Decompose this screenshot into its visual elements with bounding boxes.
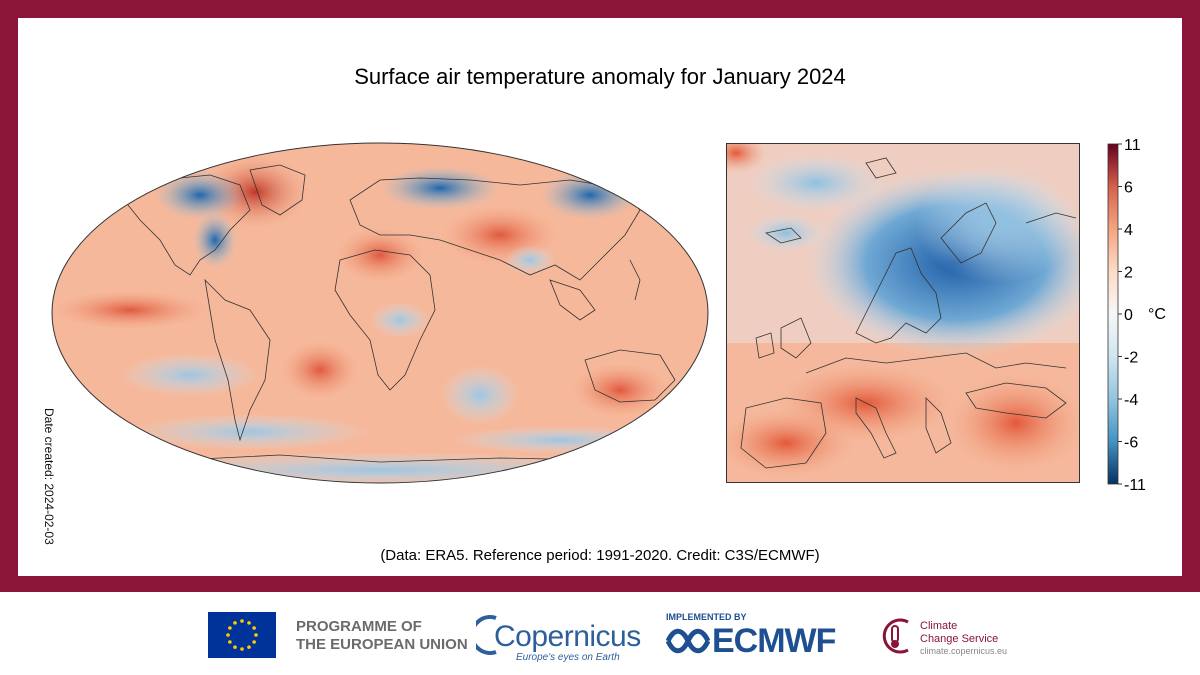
eu-star-icon (247, 621, 251, 625)
eu-star-icon (228, 640, 232, 644)
colorbar: 11 6 4 2 0 -2 -4 -6 -11 °C (1107, 137, 1166, 494)
date-created: Date created: 2024-02-03 (42, 408, 56, 545)
colorbar-tick-label: -2 (1124, 350, 1138, 367)
eu-star-icon (233, 621, 237, 625)
colorbar-tick-label: 4 (1124, 222, 1133, 239)
c3s-name-line-2: Change Service (920, 633, 999, 645)
implemented-by-label: IMPLEMENTED BY (666, 612, 747, 622)
c3s-logo-icon (882, 618, 909, 654)
eu-star-icon (247, 645, 251, 649)
eu-star-icon (226, 633, 230, 637)
data-credit: (Data: ERA5. Reference period: 1991-2020… (380, 547, 820, 564)
eu-programme-line-1: PROGRAMME OF (296, 618, 422, 635)
map-title: Surface air temperature anomaly for Janu… (354, 64, 846, 89)
colorbar-tick-label: -6 (1124, 435, 1138, 452)
footer (0, 592, 1200, 675)
colorbar-tick-label: 11 (1124, 137, 1141, 154)
europe-map (726, 143, 1080, 483)
eu-star-icon (252, 640, 256, 644)
colorbar-tick-label: 0 (1124, 307, 1133, 324)
copernicus-logo-icon (476, 615, 497, 655)
colorbar-tick-label: -11 (1124, 477, 1146, 494)
colorbar-gradient (1107, 143, 1119, 485)
c3s-name: Climate Change Service (920, 620, 998, 646)
copernicus-name: Copernicus (494, 620, 641, 653)
colorbar-tick-label: 6 (1124, 180, 1133, 197)
ecmwf-logo-icon (666, 628, 710, 654)
eu-star-icon (233, 645, 237, 649)
ecmwf-name: ECMWF (712, 622, 836, 660)
eu-star-icon (240, 647, 244, 651)
eu-star-icon (252, 626, 256, 630)
c3s-name-line-1: Climate (920, 620, 958, 632)
copernicus-tagline: Europe's eyes on Earth (516, 652, 620, 663)
eu-star-icon (228, 626, 232, 630)
colorbar-tick-label: -4 (1124, 392, 1138, 409)
colorbar-tick-label: 2 (1124, 265, 1133, 282)
eu-star-icon (240, 619, 244, 623)
c3s-url: climate.copernicus.eu (920, 646, 1008, 656)
world-map (51, 142, 709, 484)
eu-programme-line-2: THE EUROPEAN UNION (296, 636, 468, 653)
eu-flag-icon (208, 612, 276, 658)
eu-programme-label: PROGRAMME OF THE EUROPEAN UNION (296, 618, 468, 654)
colorbar-unit: °C (1148, 306, 1166, 323)
eu-star-icon (254, 633, 258, 637)
